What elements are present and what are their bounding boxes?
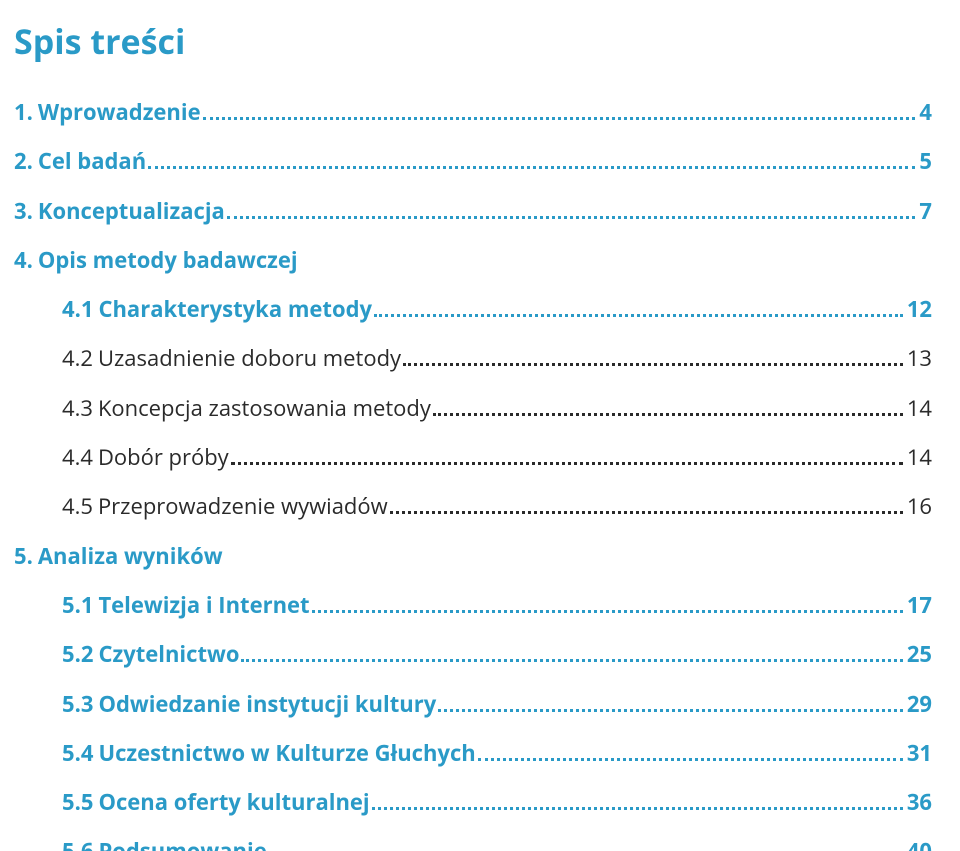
toc-entry-number: 4.5 bbox=[62, 491, 93, 521]
toc-leader-dots bbox=[312, 610, 903, 613]
toc-entry-text: Charakterystyka metody bbox=[98, 294, 372, 324]
toc-entry-number: 5. bbox=[14, 541, 33, 571]
toc-entry: 4.Opis metody badawczej bbox=[14, 248, 932, 273]
toc-leader-dots bbox=[374, 314, 903, 317]
toc-entry-page: 14 bbox=[907, 396, 932, 421]
toc-entry-page: 17 bbox=[907, 593, 932, 618]
toc-entry: 1.Wprowadzenie 4 bbox=[14, 100, 932, 125]
toc-entry: 5.3Odwiedzanie instytucji kultury 29 bbox=[14, 692, 932, 717]
toc-entry-label: 5.2Czytelnictwo bbox=[62, 642, 239, 667]
toc-entry-page: 36 bbox=[907, 790, 932, 815]
toc-entry: 5.1Telewizja i Internet 17 bbox=[14, 593, 932, 618]
toc-entry-label: 4.Opis metody badawczej bbox=[14, 248, 298, 273]
toc-entry-number: 5.3 bbox=[62, 689, 93, 719]
toc-entry-page: 31 bbox=[907, 741, 932, 766]
toc-entry-label: 3.Konceptualizacja bbox=[14, 199, 225, 224]
toc-entry-number: 5.6 bbox=[62, 836, 93, 851]
toc-entry: 4.3Koncepcja zastosowania metody 14 bbox=[14, 396, 932, 421]
toc-entry-number: 1. bbox=[14, 97, 33, 127]
toc-leader-dots bbox=[390, 511, 903, 514]
toc-leader-dots bbox=[372, 807, 903, 810]
toc-entry: 5.6 Podsumowanie 40 bbox=[14, 839, 932, 851]
toc-list: 1.Wprowadzenie 4 2.Cel badań 5 3.Konceptuali… bbox=[14, 100, 932, 851]
toc-entry: 5.5Ocena oferty kulturalnej 36 bbox=[14, 790, 932, 815]
toc-entry: 4.1Charakterystyka metody 12 bbox=[14, 297, 932, 322]
toc-entry-number: 5.2 bbox=[62, 639, 93, 669]
toc-entry-text: Cel badań bbox=[38, 146, 146, 176]
toc-entry-label: 4.2Uzasadnienie doboru metody bbox=[62, 346, 401, 371]
toc-entry: 4.2Uzasadnienie doboru metody 13 bbox=[14, 346, 932, 371]
toc-entry-page: 5 bbox=[919, 149, 932, 174]
toc-leader-dots bbox=[241, 659, 902, 662]
toc-leader-dots bbox=[227, 216, 916, 219]
toc-entry-text: Przeprowadzenie wywiadów bbox=[98, 491, 388, 521]
page-title: Spis treści bbox=[14, 18, 932, 64]
toc-entry-label: 5.3Odwiedzanie instytucji kultury bbox=[62, 692, 436, 717]
toc-entry-text: Ocena oferty kulturalnej bbox=[98, 787, 369, 817]
toc-leader-dots bbox=[203, 117, 916, 120]
toc-entry-text: Czytelnictwo bbox=[98, 639, 239, 669]
toc-entry-text: Telewizja i Internet bbox=[98, 590, 309, 620]
toc-entry-text: Dobór próby bbox=[98, 442, 229, 472]
toc-entry-text: Konceptualizacja bbox=[38, 196, 225, 226]
toc-leader-dots bbox=[231, 462, 903, 465]
toc-entry-page: 40 bbox=[907, 839, 932, 851]
toc-entry-label: 5.4Uczestnictwo w Kulturze Głuchych bbox=[62, 741, 476, 766]
toc-entry-label: 4.1Charakterystyka metody bbox=[62, 297, 372, 322]
toc-entry-number: 5.5 bbox=[62, 787, 93, 817]
toc-entry: 5.4Uczestnictwo w Kulturze Głuchych 31 bbox=[14, 741, 932, 766]
toc-entry-text: Uzasadnienie doboru metody bbox=[98, 343, 401, 373]
toc-entry-text: Analiza wyników bbox=[38, 541, 223, 571]
toc-entry-number: 4.2 bbox=[62, 343, 93, 373]
toc-entry-label: 5.5Ocena oferty kulturalnej bbox=[62, 790, 370, 815]
toc-entry-label: 5.Analiza wyników bbox=[14, 544, 223, 569]
toc-entry-number: 4. bbox=[14, 245, 33, 275]
toc-entry-page: 13 bbox=[907, 346, 932, 371]
toc-entry-number: 5.4 bbox=[62, 738, 93, 768]
toc-entry-label: 1.Wprowadzenie bbox=[14, 100, 201, 125]
toc-entry-text: Odwiedzanie instytucji kultury bbox=[98, 689, 436, 719]
toc-entry-page: 16 bbox=[907, 494, 932, 519]
toc-entry-page: 14 bbox=[907, 445, 932, 470]
toc-leader-dots bbox=[438, 709, 903, 712]
toc-entry-text: Podsumowanie bbox=[98, 836, 266, 851]
toc-entry: 5.2Czytelnictwo 25 bbox=[14, 642, 932, 667]
toc-entry-page: 25 bbox=[907, 642, 932, 667]
toc-leader-dots bbox=[148, 166, 915, 169]
toc-entry-text: Opis metody badawczej bbox=[38, 245, 298, 275]
toc-entry-number: 4.4 bbox=[62, 442, 93, 472]
toc-entry-page: 29 bbox=[907, 692, 932, 717]
toc-entry-number: 4.3 bbox=[62, 393, 93, 423]
toc-entry-page: 12 bbox=[907, 297, 932, 322]
toc-entry-label: 4.4Dobór próby bbox=[62, 445, 229, 470]
toc-leader-dots bbox=[478, 758, 903, 761]
toc-entry: 3.Konceptualizacja 7 bbox=[14, 199, 932, 224]
toc-entry-text: Wprowadzenie bbox=[38, 97, 201, 127]
toc-entry-page: 7 bbox=[919, 199, 932, 224]
toc-entry: 5.Analiza wyników bbox=[14, 544, 932, 569]
toc-entry-label: 2.Cel badań bbox=[14, 149, 146, 174]
toc-entry-label: 5.1Telewizja i Internet bbox=[62, 593, 310, 618]
toc-leader-dots bbox=[403, 363, 903, 366]
toc-entry: 4.4Dobór próby 14 bbox=[14, 445, 932, 470]
toc-entry: 4.5Przeprowadzenie wywiadów 16 bbox=[14, 494, 932, 519]
toc-entry-text: Koncepcja zastosowania metody bbox=[98, 393, 431, 423]
toc-entry-page: 4 bbox=[919, 100, 932, 125]
toc-entry-label: 4.3Koncepcja zastosowania metody bbox=[62, 396, 431, 421]
toc-entry-label: 5.6 Podsumowanie bbox=[62, 839, 267, 851]
toc-entry-number: 4.1 bbox=[62, 294, 93, 324]
toc-entry-number: 3. bbox=[14, 196, 33, 226]
toc-entry-label: 4.5Przeprowadzenie wywiadów bbox=[62, 494, 388, 519]
toc-entry: 2.Cel badań 5 bbox=[14, 149, 932, 174]
toc-entry-number: 5.1 bbox=[62, 590, 93, 620]
toc-leader-dots bbox=[433, 413, 903, 416]
toc-entry-number: 2. bbox=[14, 146, 33, 176]
toc-entry-text: Uczestnictwo w Kulturze Głuchych bbox=[98, 738, 475, 768]
